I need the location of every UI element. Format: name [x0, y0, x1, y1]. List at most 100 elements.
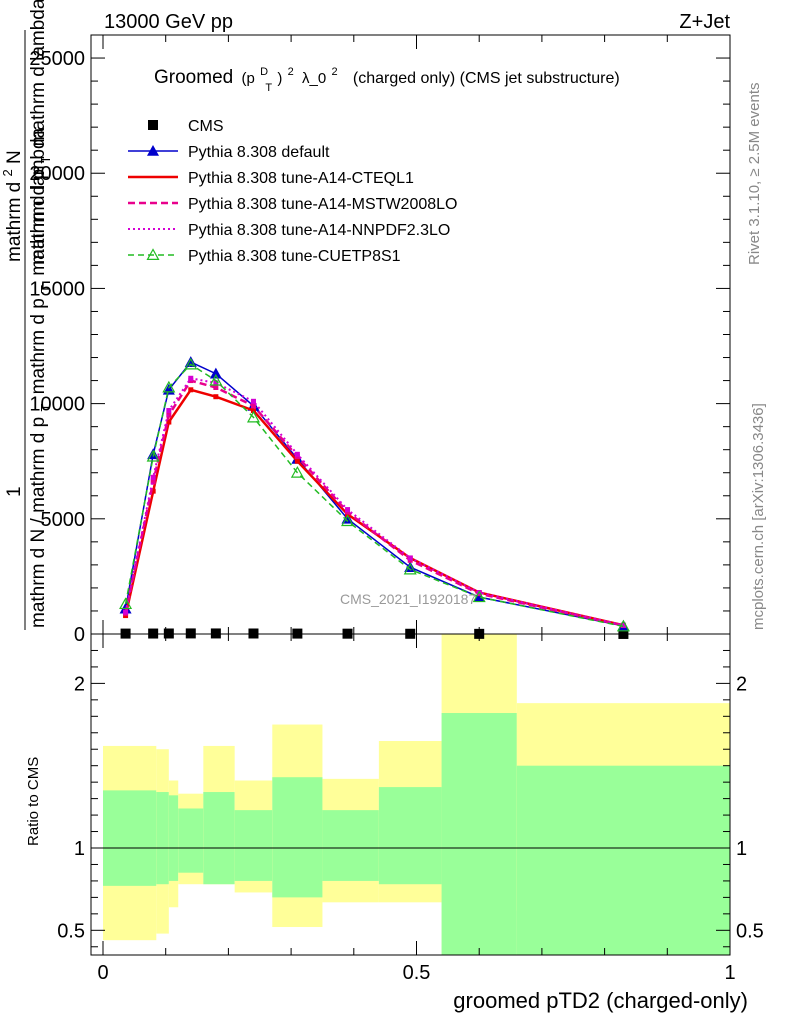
ylabel-numer: mathrm d 2 N — [0, 150, 25, 262]
ratio-ytick-label: 1 — [74, 838, 85, 860]
title-rest: (charged only) (CMS jet substructure) — [353, 70, 620, 87]
data-point-cms — [163, 628, 174, 639]
title-p: (p — [241, 70, 254, 87]
legend-label-default: Pythia 8.308 default — [188, 144, 330, 161]
data-point-cms — [342, 628, 353, 639]
series-marker-nnpdf — [123, 609, 129, 615]
main-ytick-label: 5000 — [41, 509, 86, 531]
series-line-nnpdf — [124, 377, 624, 627]
legend-label-data: CMS — [188, 118, 224, 135]
series-marker-cteql1 — [150, 488, 156, 494]
series-marker-cteql1 — [188, 387, 194, 393]
data-point-cms — [148, 628, 159, 639]
series-line-mstw — [124, 379, 624, 627]
data-point-cms — [185, 628, 196, 639]
ratio-bands — [103, 634, 730, 955]
legend-label-mstw: Pythia 8.308 tune-A14-MSTW2008LO — [188, 196, 457, 213]
series-marker-mstw — [213, 384, 219, 390]
ratio-ytick-label-right: 2 — [736, 673, 747, 695]
legend-label-nnpdf: Pythia 8.308 tune-A14-NNPDF2.3LO — [188, 222, 450, 239]
ratio-band-inner — [516, 765, 730, 955]
title-lambda: λ_0 — [302, 70, 326, 87]
ratio-band-inner — [272, 777, 323, 898]
x-axis-label: groomed pTD2 (charged-only) — [453, 988, 748, 1013]
title-groomed: Groomed — [154, 67, 233, 88]
series-marker-cuetp8s1 — [246, 410, 260, 423]
series-marker-cuetp8s1 — [162, 380, 176, 393]
series-marker-cuetp8s1 — [290, 465, 304, 478]
series-marker-default — [473, 591, 486, 602]
data-point-cms — [210, 628, 221, 639]
rivet-label: Rivet 3.1.10, ≥ 2.5M events — [746, 83, 763, 266]
series-marker-nnpdf — [150, 474, 156, 480]
data-point-cms — [405, 628, 416, 639]
main-ytick-label: 25000 — [29, 48, 85, 70]
main-frame — [90, 34, 731, 635]
series-marker-nnpdf — [620, 622, 626, 628]
series-layer — [119, 356, 630, 639]
legend-label-cteql1: Pythia 8.308 tune-A14-CTEQL1 — [188, 170, 414, 187]
ratio-band-inner — [156, 792, 169, 885]
mcplots-label: mcplots.cern.ch [arXiv:1306.3436] — [750, 403, 767, 630]
series-marker-cteql1 — [213, 394, 219, 400]
plot-title: Groomed (p D T ) 2 λ_0 2 (charged only) … — [154, 59, 620, 96]
series-marker-cteql1 — [294, 458, 300, 464]
ylabel-lower-rest: mathrm d p — [28, 298, 49, 394]
series-marker-mstw — [150, 479, 156, 485]
xtick-label: 1 — [724, 962, 735, 984]
series-marker-cteql1 — [250, 408, 256, 414]
main-ytick-label: 10000 — [29, 394, 85, 416]
title-sup-d: D — [260, 66, 268, 78]
legend-swatch-cms — [148, 120, 158, 130]
ylabel-denom1: mathrm d p T mathrm d lambda — [28, 0, 55, 265]
ratio-band-inner — [378, 787, 442, 885]
data-point-cms — [248, 628, 259, 639]
series-marker-cuetp8s1 — [403, 562, 417, 575]
ylabel-numer-sup: 2 — [0, 169, 15, 176]
legend-marker-default — [147, 145, 159, 156]
ratio-band-inner — [234, 810, 273, 881]
data-point-cms — [120, 628, 131, 639]
ratio-ytick-label-right: 0.5 — [736, 920, 764, 942]
ylabel-lower-sub: T — [38, 404, 53, 412]
x-axis: 0 0.5 1 — [97, 35, 736, 984]
series-line-cuetp8s1 — [124, 363, 624, 628]
ylabel-lower: mathrm d N / mathrm d p T mathrm d p T m… — [28, 127, 55, 628]
ratio-band-inner — [178, 808, 204, 873]
ylabel-lower-rest2: mathrm d lambda — [28, 127, 49, 275]
series-marker-default — [209, 367, 222, 379]
legend-marker-cuetp8s1 — [146, 248, 160, 260]
ratio-band-inner — [168, 795, 179, 881]
data-point-cms — [618, 628, 629, 639]
analysis-watermark: CMS_2021_I1920187 — [340, 591, 476, 607]
header-process: Z+Jet — [679, 11, 730, 33]
ratio-ytick-label-right: 1 — [736, 838, 747, 860]
series-marker-mstw — [250, 403, 256, 409]
series-marker-nnpdf — [294, 451, 300, 457]
series-marker-nnpdf — [213, 380, 219, 386]
series-marker-cteql1 — [166, 419, 172, 425]
main-ytick-label: 20000 — [29, 163, 85, 185]
series-marker-nnpdf — [345, 507, 351, 513]
ylabel-denom1-main: mathrm d p — [28, 169, 49, 265]
ylabel-denom1-sub: T — [38, 156, 53, 164]
xtick-label: 0.5 — [403, 962, 431, 984]
series-marker-cuetp8s1 — [616, 619, 630, 632]
ratio-band-inner — [322, 810, 379, 881]
main-ytick-label: 15000 — [29, 278, 85, 300]
main-y-axis: 0 5000 10000 15000 20000 25000 — [29, 48, 730, 646]
ylabel-denom1-rest: mathrm d lambda — [28, 0, 49, 146]
series-marker-nnpdf — [166, 408, 172, 414]
series-marker-nnpdf — [188, 375, 194, 381]
header-energy: 13000 GeV pp — [104, 11, 233, 33]
series-marker-nnpdf — [407, 555, 413, 561]
legend-label-cuetp8s1: Pythia 8.308 tune-CUETP8S1 — [188, 248, 401, 265]
series-marker-cuetp8s1 — [472, 590, 486, 603]
series-marker-cuetp8s1 — [146, 449, 160, 462]
series-marker-cuetp8s1 — [184, 357, 198, 370]
series-marker-cuetp8s1 — [119, 597, 133, 610]
ylabel-numer-main: mathrm d — [4, 182, 25, 262]
series-marker-nnpdf — [250, 398, 256, 404]
xtick-label: 0 — [97, 962, 108, 984]
